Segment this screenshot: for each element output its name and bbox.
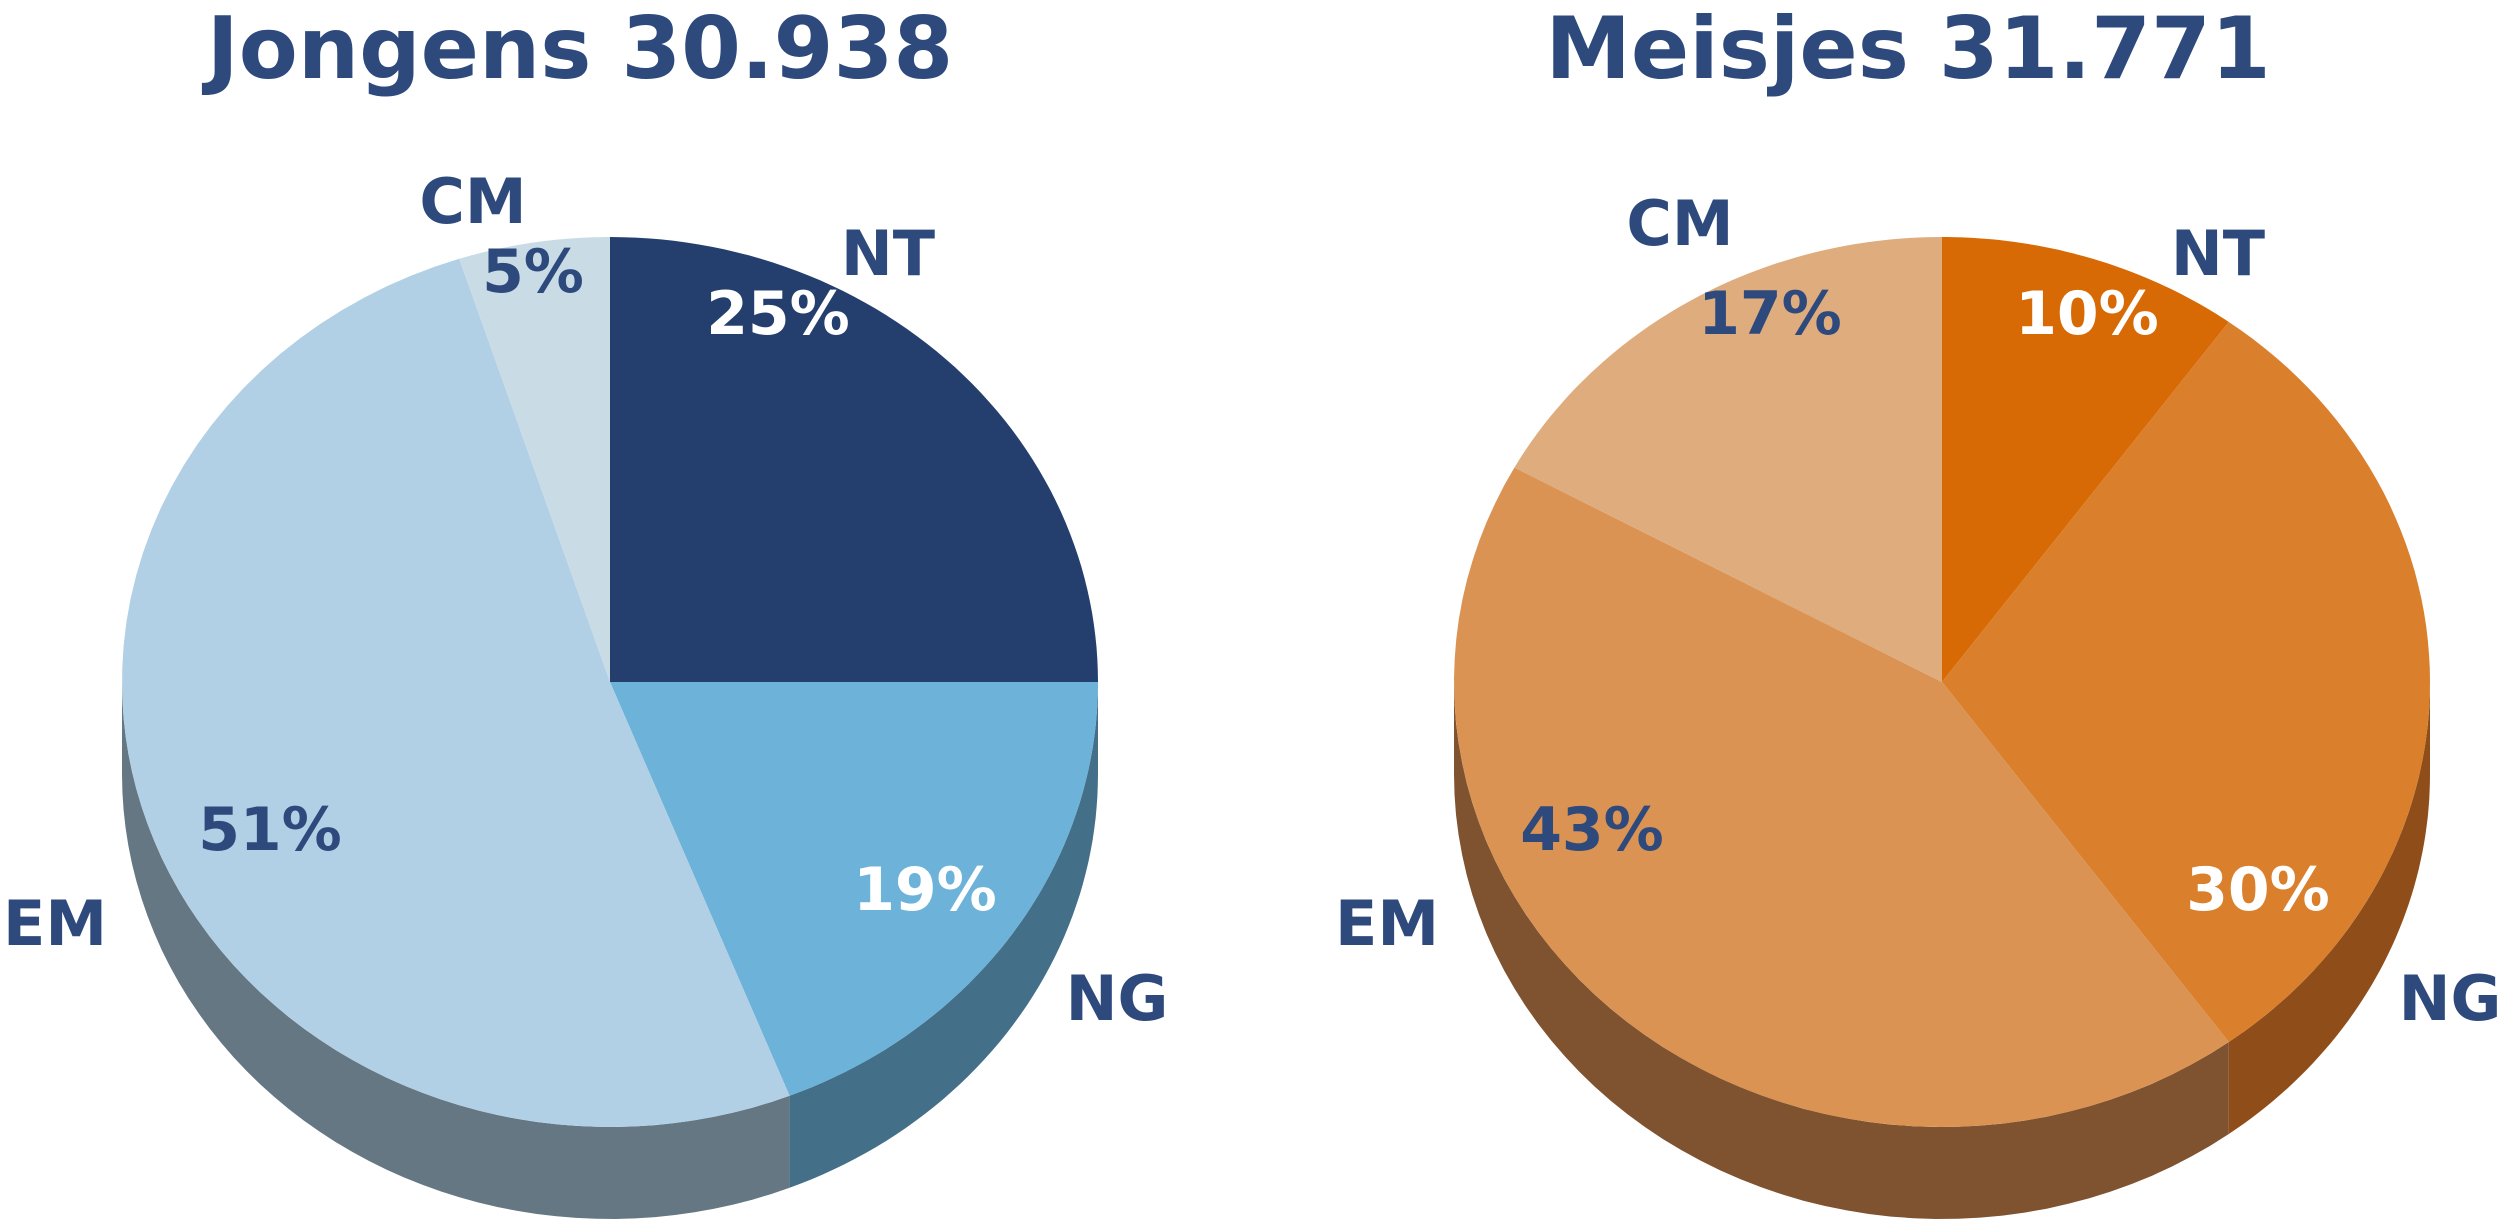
- chart-title-jongens: Jongens 30.938: [202, 0, 953, 99]
- value-label-ng: 30%: [2186, 855, 2330, 925]
- slice-em: [122, 258, 790, 1127]
- category-label-cm: CM: [1626, 187, 1733, 260]
- value-label-cm: 5%: [482, 237, 584, 307]
- slice-side-em: [122, 682, 790, 1219]
- slice-ng: [610, 682, 1098, 1096]
- value-label-ng: 19%: [853, 855, 997, 925]
- slice-cm: [1514, 237, 1942, 682]
- value-label-nt: 25%: [706, 279, 850, 349]
- slice-nt: [610, 237, 1098, 682]
- pie-chart-jongens: Jongens 30.938 25% 19% 51% 5% CM NT NG EM: [3, 0, 1168, 1219]
- category-label-cm: CM: [419, 165, 526, 238]
- category-label-nt: NT: [2171, 217, 2265, 290]
- pie-slices-meisjes: [1454, 237, 2430, 1128]
- pie-depth-meisjes: [1454, 682, 2430, 1219]
- slice-nt: [1942, 237, 2229, 682]
- pie-depth-jongens: [122, 682, 1098, 1219]
- category-label-nt: NT: [841, 217, 935, 290]
- value-label-em: 43%: [1520, 795, 1664, 865]
- value-label-em: 51%: [198, 795, 342, 865]
- value-labels-meisjes: 10% 30% 43% 17%: [1520, 279, 2330, 925]
- slice-em: [1454, 467, 2229, 1128]
- slice-ng: [1942, 322, 2430, 1042]
- slice-side-ng: [2228, 682, 2430, 1134]
- category-label-ng: NG: [1066, 962, 1169, 1035]
- slice-side-em: [1454, 682, 2229, 1219]
- pie-slices-jongens: [122, 237, 1098, 1127]
- slice-cm: [459, 237, 610, 682]
- category-label-em: EM: [3, 887, 107, 960]
- category-label-ng: NG: [2399, 962, 2500, 1035]
- chart-title-meisjes: Meisjes 31.771: [1545, 0, 2270, 99]
- slice-side-ng: [789, 682, 1098, 1188]
- value-label-cm: 17%: [1698, 279, 1842, 349]
- category-label-em: EM: [1335, 887, 1439, 960]
- value-label-nt: 10%: [2015, 279, 2159, 349]
- pie-chart-meisjes: Meisjes 31.771 10% 30% 43% 17% CM NT NG EM: [1335, 0, 2500, 1219]
- value-labels-jongens: 25% 19% 51% 5%: [198, 237, 997, 925]
